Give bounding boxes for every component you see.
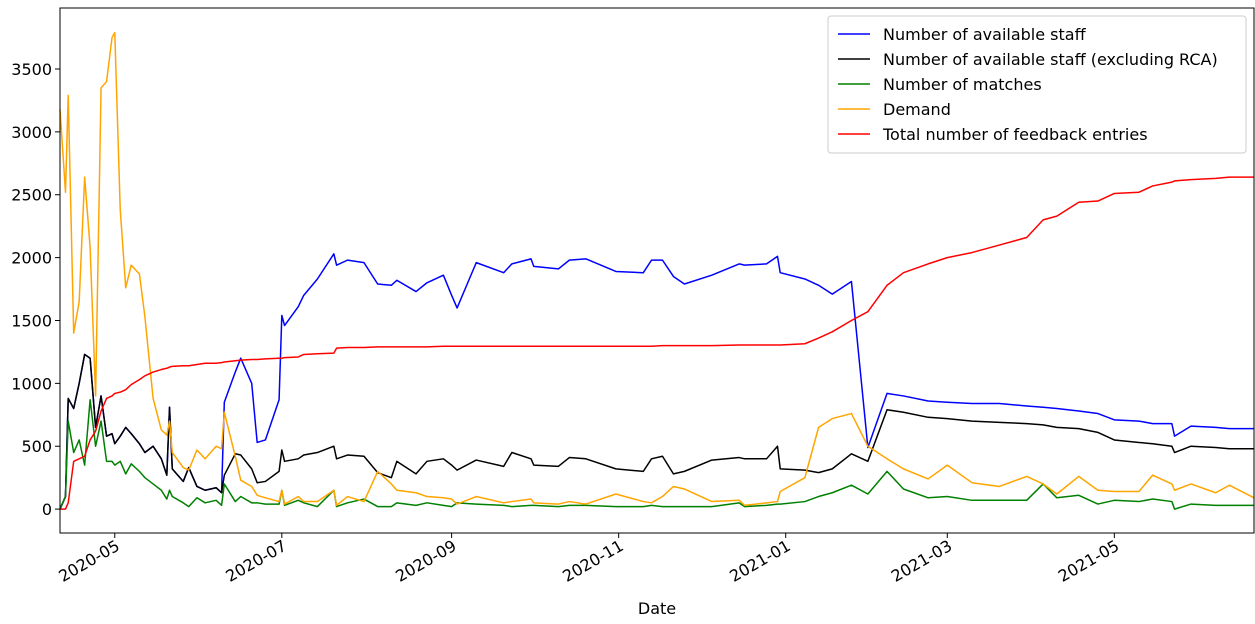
legend-label: Demand xyxy=(883,100,951,119)
x-axis-label: Date xyxy=(638,599,676,618)
x-tick-label: 2020-07 xyxy=(222,536,289,586)
y-tick-label: 3000 xyxy=(11,123,52,142)
series-line xyxy=(59,398,1254,510)
y-tick-label: 3500 xyxy=(11,60,52,79)
y-tick-label: 1000 xyxy=(11,374,52,393)
legend-label: Number of available staff xyxy=(883,25,1087,44)
y-tick-label: 2500 xyxy=(11,186,52,205)
legend-box xyxy=(827,15,1247,154)
x-tick-label: 2020-05 xyxy=(55,536,122,586)
series-line xyxy=(59,31,1255,507)
legend-label: Number of matches xyxy=(883,75,1042,94)
plot-frame xyxy=(59,7,1255,534)
legend: Number of available staff Number of avail… xyxy=(827,15,1247,154)
x-tick-label: 2020-11 xyxy=(559,536,626,586)
y-tick-label: 1500 xyxy=(11,311,52,330)
legend-label: Total number of feedback entries xyxy=(882,125,1148,144)
y-tick-label: 500 xyxy=(21,437,52,456)
legend-label: Number of available staff (excluding RCA… xyxy=(883,50,1218,69)
x-tick-label: 2021-01 xyxy=(726,536,793,586)
x-tick-label: 2021-03 xyxy=(888,536,955,586)
series-line xyxy=(60,176,1254,510)
x-tick-label: 2020-09 xyxy=(392,536,459,586)
y-tick-label: 2000 xyxy=(11,249,52,268)
x-tick-label: 2021-05 xyxy=(1055,536,1122,586)
y-tick-label: 0 xyxy=(42,500,52,519)
series-line xyxy=(59,353,1254,510)
